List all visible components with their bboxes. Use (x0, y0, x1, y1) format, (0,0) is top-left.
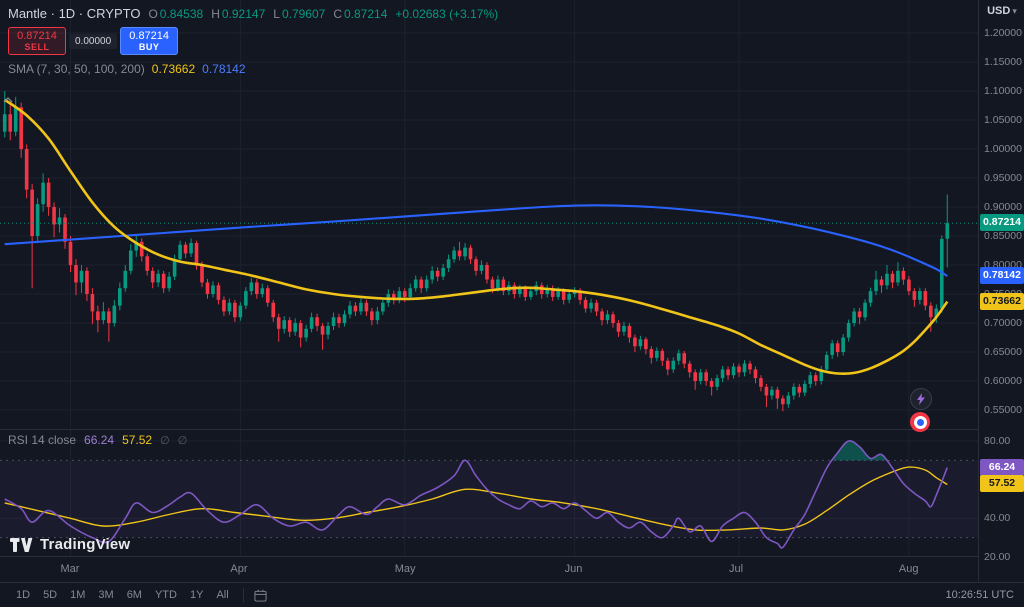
scale-collapse-button[interactable] (3, 90, 13, 108)
sma-indicator-title[interactable]: SMA (7, 30, 50, 100, 200) (8, 62, 145, 76)
rsi-tick-label: 80.00 (984, 435, 1011, 447)
range-all-button[interactable]: All (210, 587, 234, 603)
clock-utc[interactable]: 10:26:51 UTC (945, 589, 1014, 601)
price-tick-label: 0.55000 (984, 404, 1022, 417)
rsi-axis-tag: 57.52 (980, 475, 1024, 493)
range-6m-button[interactable]: 6M (121, 587, 148, 603)
toolbar-divider (242, 588, 244, 602)
currency-label: USD (987, 5, 1011, 17)
sma-slow-line (4, 204, 948, 277)
price-tick-label: 1.00000 (984, 143, 1022, 156)
tradingview-logo-text: TradingView (40, 536, 131, 553)
grid-layer (0, 0, 978, 428)
buy-price: 0.87214 (129, 30, 170, 42)
price-axis-tag: 0.87214 (980, 214, 1024, 232)
month-label: Apr (230, 563, 248, 575)
broker-logo-button[interactable] (910, 412, 930, 432)
rsi-indicator-legend: RSI 14 close 66.24 57.52 ∅ ∅ (8, 433, 187, 447)
month-label: Jun (564, 563, 583, 575)
range-3m-button[interactable]: 3M (92, 587, 119, 603)
price-tick-label: 1.05000 (984, 114, 1022, 127)
ohlc-close-value: 0.87214 (344, 6, 388, 21)
rsi-tick-label: 40.00 (984, 512, 1011, 525)
time-axis-separator (0, 556, 978, 557)
ohlc-open-value: 0.84538 (159, 6, 204, 21)
rsi-ma-value: 57.52 (122, 433, 153, 447)
ohlc-close-label: C (333, 6, 342, 21)
rsi-empty-set-icon-2[interactable]: ∅ (177, 434, 188, 447)
range-1m-button[interactable]: 1M (64, 587, 91, 603)
month-label: Jul (729, 563, 744, 575)
range-5d-button[interactable]: 5D (37, 587, 63, 603)
price-axis[interactable]: USD ▾ 1.20000 1.15000 1.10000 1.05000 1.00000… (978, 0, 1024, 581)
symbol-legend: Mantle · 1D · CRYPTO O 0.84538 H 0.92147 L… (8, 6, 498, 21)
time-axis[interactable]: Mar Apr May Jun Jul Aug (0, 557, 978, 581)
chevron-down-icon: ▾ (1012, 6, 1017, 16)
sma-fast-value: 0.73662 (151, 62, 196, 76)
month-label: Aug (898, 563, 919, 575)
price-axis-tag: 0.78142 (980, 266, 1024, 284)
rsi-tick-label: 20.00 (984, 550, 1011, 563)
price-tick-label: 0.95000 (984, 172, 1022, 185)
ohlc-open-label: O (148, 6, 158, 21)
ohlc-low-label: L (273, 6, 280, 21)
sma-indicator-legend: SMA (7, 30, 50, 100, 200) 0.73662 0.7814… (8, 62, 246, 76)
price-axis-tag: 0.73662 (980, 292, 1024, 310)
pane-separator[interactable] (0, 429, 978, 430)
price-chart-canvas[interactable] (0, 0, 978, 428)
candles-layer (2, 91, 950, 412)
ohlc-high-label: H (211, 6, 220, 21)
currency-selector[interactable]: USD ▾ (979, 5, 1024, 17)
price-tick-label: 0.70000 (984, 317, 1022, 330)
ohlc-low-value: 0.79607 (281, 6, 326, 21)
month-label: Mar (60, 563, 80, 575)
ohlc-high-value: 0.92147 (221, 6, 266, 21)
sell-price: 0.87214 (17, 30, 57, 42)
rsi-ma-line (4, 466, 948, 532)
trade-panel: 0.87214 SELL 0.00000 0.87214 BUY (8, 27, 179, 55)
range-1y-button[interactable]: 1Y (184, 587, 209, 603)
sell-label: SELL (24, 42, 50, 52)
go-to-date-button[interactable] (252, 587, 269, 604)
price-tick-label: 0.85000 (984, 230, 1022, 243)
rsi-indicator-title[interactable]: RSI 14 close (8, 433, 77, 447)
tradingview-logo[interactable]: TradingView (10, 536, 130, 553)
chevron-up-icon (3, 97, 13, 103)
rsi-overbought-fill (464, 440, 888, 461)
price-tick-label: 0.60000 (984, 375, 1022, 388)
buy-button[interactable]: 0.87214 BUY (120, 27, 179, 55)
price-tick-label: 1.15000 (984, 56, 1022, 69)
bottom-toolbar: 1D 5D 1M 3M 6M YTD 1Y All 10:26:51 UTC (0, 582, 1024, 607)
rsi-axis-tag: 66.24 (980, 458, 1024, 476)
rsi-line (4, 440, 949, 549)
sell-button[interactable]: 0.87214 SELL (8, 27, 66, 55)
range-1d-button[interactable]: 1D (10, 587, 36, 603)
price-tick-label: 1.20000 (984, 27, 1022, 40)
tradingview-logo-icon (10, 537, 33, 552)
calendar-icon (254, 589, 267, 602)
price-change: +0.02683 (+3.17%) (395, 6, 499, 21)
sma-slow-value: 0.78142 (202, 62, 246, 76)
lightning-icon (917, 393, 925, 405)
sma-fast-line (3, 98, 949, 376)
rsi-empty-set-icon-1[interactable]: ∅ (160, 434, 170, 447)
price-tick-label: 1.10000 (984, 85, 1022, 98)
rsi-chart-canvas[interactable] (0, 430, 978, 556)
fast-trade-button[interactable] (910, 388, 932, 410)
buy-label: BUY (138, 42, 160, 52)
range-ytd-button[interactable]: YTD (149, 587, 183, 603)
spread-value: 0.00000 (69, 33, 118, 49)
broker-roundel-icon (913, 415, 927, 429)
month-label: May (394, 563, 416, 575)
symbol-title[interactable]: Mantle · 1D · CRYPTO (8, 6, 141, 21)
rsi-value: 66.24 (84, 433, 115, 447)
price-tick-label: 0.90000 (984, 201, 1022, 214)
price-tick-label: 0.65000 (984, 346, 1022, 359)
